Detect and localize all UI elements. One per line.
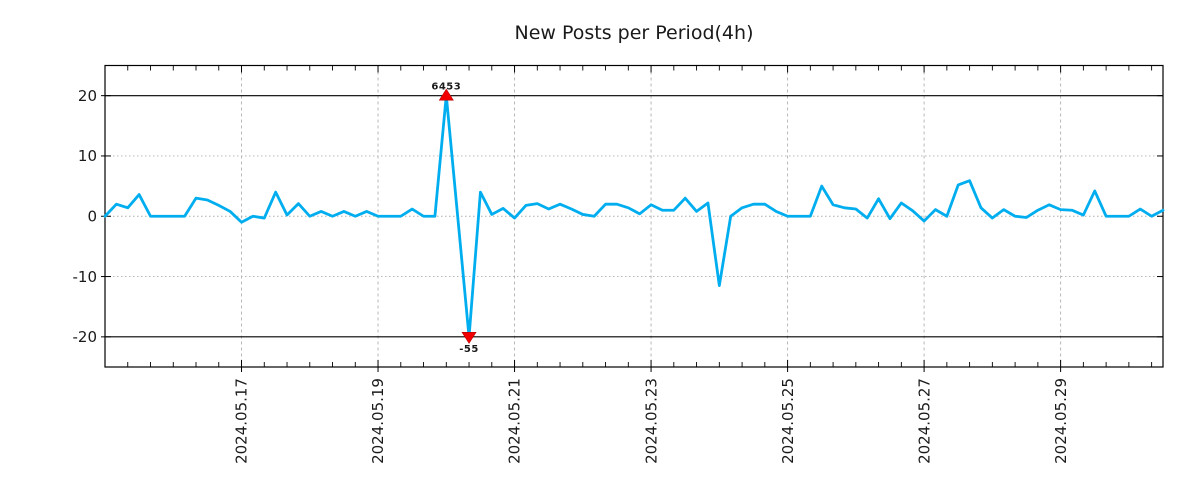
- dip-marker-icon: [461, 332, 477, 344]
- posts-line: [103, 94, 1165, 339]
- y-tick-label: -10: [73, 268, 98, 286]
- x-tick-label: 2024.05.27: [915, 378, 933, 464]
- y-tick-label: -20: [73, 328, 98, 346]
- x-tick-label: 2024.05.29: [1052, 378, 1070, 464]
- data-series: [103, 94, 1165, 339]
- y-tick-label: 20: [78, 87, 97, 105]
- peak-marker-icon: [438, 88, 454, 101]
- x-tick-label: 2024.05.25: [779, 378, 797, 464]
- y-tick-label: 0: [87, 207, 97, 225]
- dip-annotation: -55: [459, 344, 479, 355]
- x-tick-label: 2024.05.23: [642, 378, 660, 464]
- x-tick-label: 2024.05.19: [369, 378, 387, 464]
- tick-labels: 2024.05.17 2024.05.19 2024.05.21 2024.05.23…: [73, 87, 1070, 464]
- x-tick-label: 2024.05.17: [233, 378, 251, 464]
- chart-title: New Posts per Period(4h): [515, 22, 754, 44]
- annotations: 6453 -55: [431, 82, 478, 355]
- x-tick-label: 2024.05.21: [506, 378, 524, 464]
- y-tick-label: 10: [78, 147, 97, 165]
- peak-annotation: 6453: [431, 82, 461, 93]
